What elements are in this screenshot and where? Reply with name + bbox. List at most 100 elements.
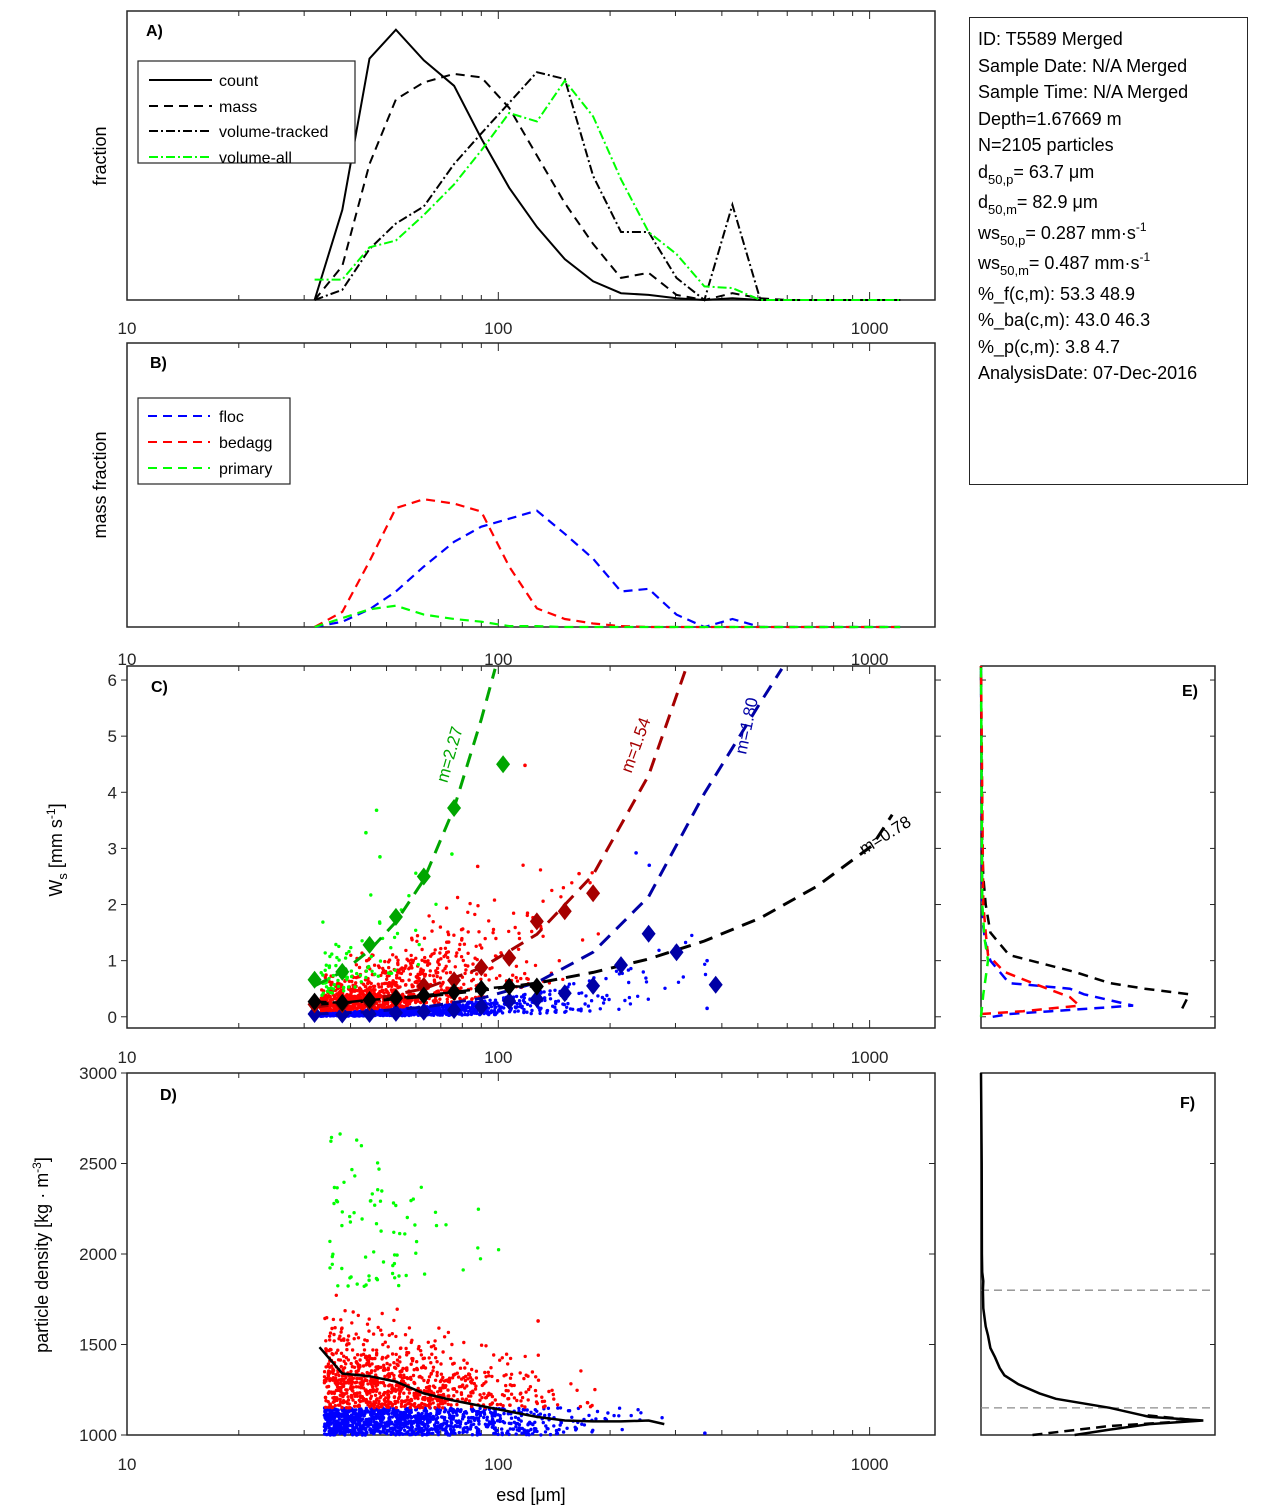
floc-point — [382, 1430, 387, 1435]
bedagg-point — [460, 1397, 465, 1401]
panel-d-frame — [126, 1072, 936, 1436]
panel-a-legend: count mass volume-tracked volume-all — [137, 60, 356, 167]
bedagg-point — [339, 1364, 343, 1369]
bedagg-point — [361, 1342, 366, 1347]
bedagg-point — [438, 951, 442, 955]
bedagg-point — [365, 1391, 370, 1395]
info-pct-bedagg: %_ba(c,m): 43.0 46.3 — [978, 310, 1151, 330]
bedagg-point — [471, 962, 475, 966]
bedagg-point — [337, 1373, 341, 1378]
bedagg-point — [474, 1376, 479, 1380]
floc-point — [498, 1419, 502, 1424]
bedagg-point — [419, 1349, 423, 1353]
bedagg-point — [442, 989, 447, 993]
floc-point — [529, 1011, 533, 1016]
primary-point — [370, 969, 374, 973]
floc-point — [553, 988, 557, 992]
floc-point — [442, 1410, 447, 1414]
primary-point — [364, 975, 368, 980]
floc-point — [523, 1431, 527, 1435]
floc-point — [347, 1429, 352, 1434]
floc-point — [681, 975, 685, 979]
panel-f-reference-lines — [981, 1289, 1215, 1409]
floc-point — [462, 1415, 466, 1419]
floc-point — [324, 1417, 328, 1421]
primary-outlier-point — [374, 808, 379, 813]
floc-point — [325, 1432, 329, 1437]
bedagg-point — [463, 1378, 468, 1383]
bedagg-point — [350, 1395, 354, 1400]
floc-point — [561, 1430, 566, 1434]
bedagg-point — [349, 995, 353, 999]
floc-point — [556, 1406, 560, 1410]
floc-point — [644, 980, 649, 984]
floc-point — [489, 1009, 494, 1013]
bedagg-point — [374, 1353, 379, 1357]
floc-point — [360, 1426, 364, 1431]
bedagg-point — [366, 1358, 371, 1363]
bedagg-point — [394, 1352, 398, 1357]
bedagg-point — [403, 1333, 408, 1337]
floc-median-marker — [307, 1004, 322, 1023]
primary-point — [327, 986, 331, 991]
bedagg-point — [462, 942, 467, 946]
floc-point — [434, 1420, 438, 1425]
primary-point — [340, 1223, 344, 1228]
floc-point — [393, 1414, 398, 1418]
bedagg-point — [362, 982, 366, 987]
info-sample-time: Sample Time: N/A Merged — [978, 82, 1189, 102]
bedagg-point — [385, 1405, 389, 1409]
floc-point — [517, 1423, 522, 1427]
bedagg-point — [358, 1394, 363, 1398]
bedagg-point — [326, 995, 330, 999]
bedagg-point — [480, 1383, 484, 1388]
bedagg-point — [445, 986, 449, 990]
floc-point — [358, 1430, 362, 1435]
primary-point — [330, 1254, 334, 1259]
floc-point — [359, 1411, 363, 1415]
floc-point — [623, 998, 627, 1003]
primary-point — [353, 985, 357, 989]
bedagg-point — [347, 979, 351, 983]
bedagg-point — [434, 971, 438, 975]
floc-point — [419, 1427, 423, 1431]
bedagg-point — [387, 1333, 391, 1338]
info-n-particles: N=2105 particles — [978, 135, 1114, 155]
primary-point — [389, 946, 393, 950]
y-tick-label: 2000 — [79, 1245, 117, 1264]
primary-point — [334, 1198, 339, 1203]
bedagg-point — [415, 939, 419, 943]
floc-point — [360, 1424, 364, 1428]
floc-point — [644, 976, 648, 980]
bedagg-point — [427, 914, 431, 918]
floc-point — [331, 1012, 335, 1016]
floc-median-marker — [362, 1004, 377, 1023]
bedagg-point — [422, 936, 427, 940]
bedagg-median-marker — [447, 971, 462, 990]
bedagg-point — [493, 1398, 497, 1402]
floc-point — [636, 994, 640, 998]
bedagg-point — [494, 976, 499, 980]
primary-point — [346, 985, 351, 989]
primary-median-marker — [447, 798, 462, 817]
bedagg-point — [464, 968, 468, 972]
primary-point — [374, 1276, 379, 1281]
bedagg-point — [349, 953, 353, 957]
y-tick-label: 3000 — [79, 1064, 117, 1083]
bedagg-point — [385, 1361, 389, 1366]
floc-point — [522, 1009, 526, 1014]
bedagg-point — [335, 1396, 339, 1400]
bedagg-point — [398, 1369, 402, 1374]
primary-point — [374, 1222, 379, 1226]
bedagg-point — [400, 966, 404, 970]
bedagg-point — [328, 1347, 332, 1352]
bedagg-point — [467, 1372, 472, 1377]
primary-point — [391, 1263, 395, 1268]
bedagg-point — [396, 961, 400, 965]
bedagg-median-marker — [529, 912, 544, 931]
bedagg-point — [395, 1307, 399, 1311]
floc-point — [478, 1432, 482, 1436]
bedagg-point — [397, 1392, 402, 1396]
floc-point — [396, 1425, 400, 1430]
bedagg-point — [526, 1398, 530, 1402]
